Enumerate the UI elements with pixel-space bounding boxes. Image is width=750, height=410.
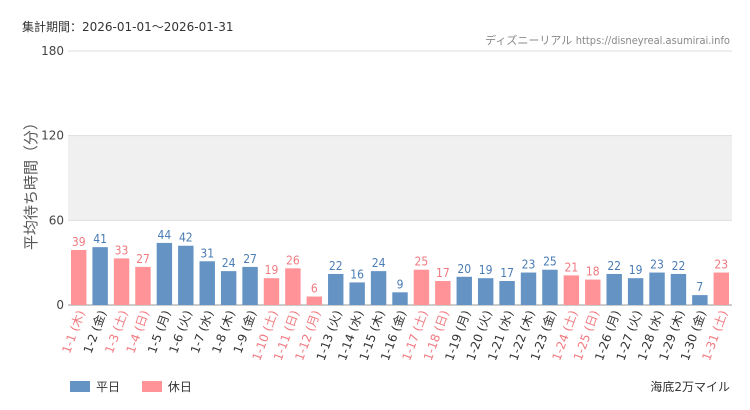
bar — [670, 273, 687, 305]
bar — [456, 276, 472, 305]
bar — [713, 272, 730, 305]
bar — [627, 278, 644, 305]
bar — [242, 266, 258, 305]
bar — [563, 275, 580, 305]
legend-item-weekday[interactable]: 平日 — [70, 378, 120, 395]
data-label: 7 — [696, 280, 703, 294]
bar — [520, 272, 537, 305]
source-credit[interactable]: ディズニーリアル https://disneyreal.asumirai.inf… — [485, 32, 730, 48]
shaded-band — [68, 135, 732, 221]
legend-swatch-holiday — [141, 381, 162, 392]
data-label: 23 — [522, 258, 536, 272]
legend-item-holiday[interactable]: 休日 — [141, 378, 192, 395]
bar — [606, 273, 622, 305]
data-label: 25 — [543, 255, 557, 269]
bar — [585, 279, 601, 305]
legend-label-weekday: 平日 — [96, 380, 121, 394]
data-label: 22 — [672, 259, 686, 273]
data-label: 24 — [222, 256, 236, 270]
data-label: 39 — [72, 235, 86, 249]
legend-swatch-weekday — [70, 381, 90, 392]
data-label: 44 — [158, 228, 172, 242]
data-label: 23 — [714, 258, 728, 272]
bar — [263, 278, 280, 305]
data-label: 6 — [311, 282, 318, 296]
data-label: 27 — [243, 252, 257, 266]
data-label: 26 — [286, 253, 300, 267]
data-label: 42 — [179, 231, 193, 245]
data-label: 16 — [350, 267, 364, 281]
attraction-name: 海底2万マイル — [650, 380, 730, 394]
bar — [499, 281, 515, 305]
data-label: 22 — [607, 259, 621, 273]
site-name: ディズニーリアル — [485, 34, 573, 47]
bar — [692, 295, 708, 305]
data-label: 19 — [265, 263, 279, 277]
bar — [92, 247, 108, 305]
bar — [156, 242, 173, 305]
data-label: 19 — [629, 263, 643, 277]
bar — [649, 272, 665, 305]
y-tick-label: 60 — [49, 213, 64, 227]
bar — [328, 273, 344, 305]
bar — [392, 292, 408, 305]
bar — [413, 269, 430, 305]
bar — [435, 281, 451, 305]
data-label: 25 — [415, 255, 429, 269]
legend: 平日 休日 — [70, 378, 210, 395]
data-label: 27 — [136, 252, 150, 266]
data-label: 21 — [564, 260, 578, 274]
data-label: 20 — [457, 262, 471, 276]
bar — [178, 245, 194, 305]
bar — [542, 269, 558, 305]
bar — [113, 258, 130, 305]
y-tick-label: 120 — [41, 129, 64, 143]
bar — [370, 271, 387, 305]
data-label: 19 — [479, 263, 493, 277]
data-label: 22 — [329, 259, 343, 273]
y-tick-label: 0 — [56, 298, 64, 312]
bar — [220, 271, 237, 305]
bar — [135, 266, 151, 305]
bar — [199, 261, 215, 305]
bar — [477, 278, 494, 305]
bar — [285, 268, 301, 305]
bar — [306, 296, 323, 305]
data-label: 23 — [650, 258, 664, 272]
data-label: 18 — [586, 265, 600, 279]
legend-label-holiday: 休日 — [167, 380, 192, 394]
data-label: 31 — [200, 246, 214, 260]
site-url[interactable]: https://disneyreal.asumirai.info — [575, 34, 730, 47]
y-tick-label: 180 — [41, 44, 64, 58]
data-label: 17 — [500, 266, 514, 280]
bar — [349, 282, 365, 305]
data-label: 17 — [436, 266, 450, 280]
data-label: 41 — [93, 232, 107, 246]
data-label: 24 — [372, 256, 386, 270]
bar — [70, 249, 87, 305]
y-axis-title: 平均待ち時間（分） — [22, 114, 40, 250]
period-label: 集計期間：2026-01-01～2026-01-31 — [22, 20, 234, 34]
data-label: 33 — [115, 243, 129, 257]
data-label: 9 — [397, 277, 404, 291]
